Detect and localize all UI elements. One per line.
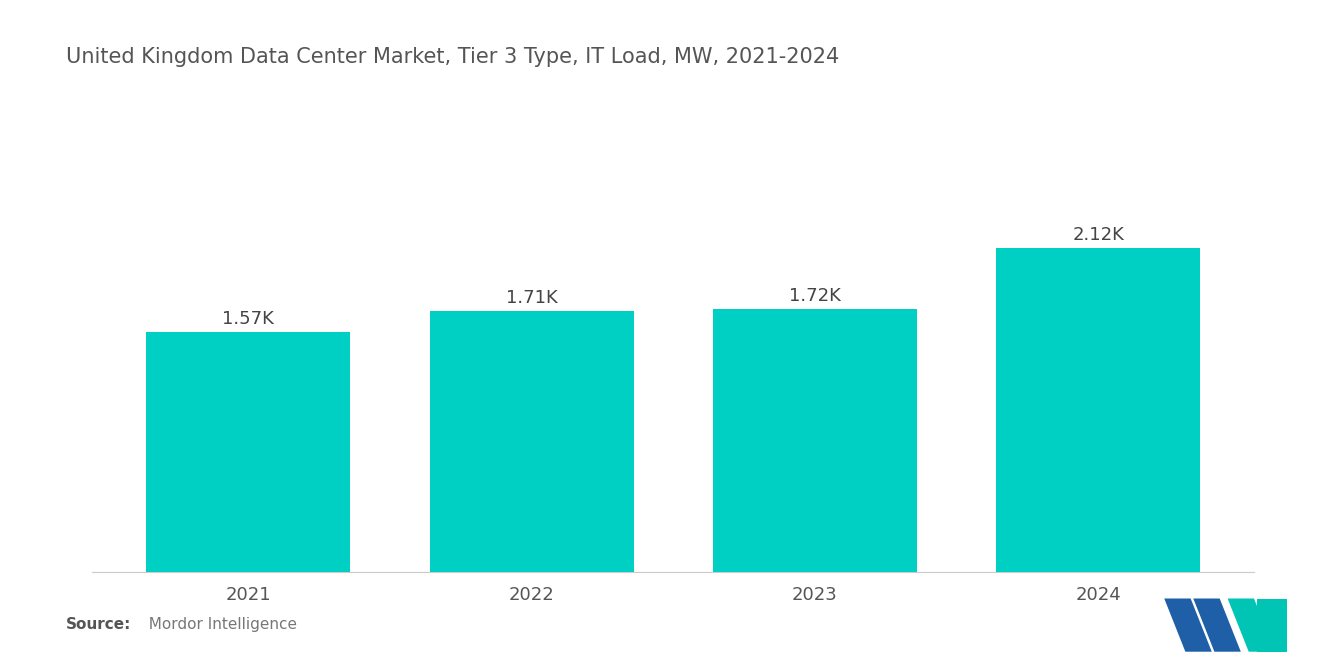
Bar xyxy=(147,332,350,572)
Bar xyxy=(997,248,1200,572)
Text: Source:: Source: xyxy=(66,616,132,632)
Text: 1.71K: 1.71K xyxy=(506,289,557,307)
Polygon shape xyxy=(1193,598,1241,652)
Text: Mordor Intelligence: Mordor Intelligence xyxy=(139,616,297,632)
Bar xyxy=(713,309,917,572)
Bar xyxy=(429,311,634,572)
Polygon shape xyxy=(1164,598,1212,652)
Text: 1.72K: 1.72K xyxy=(789,287,841,305)
Text: United Kingdom Data Center Market, Tier 3 Type, IT Load, MW, 2021-2024: United Kingdom Data Center Market, Tier … xyxy=(66,47,840,66)
Text: 2.12K: 2.12K xyxy=(1072,226,1125,244)
Polygon shape xyxy=(1257,598,1287,652)
Text: 1.57K: 1.57K xyxy=(222,311,275,329)
Polygon shape xyxy=(1228,598,1275,652)
